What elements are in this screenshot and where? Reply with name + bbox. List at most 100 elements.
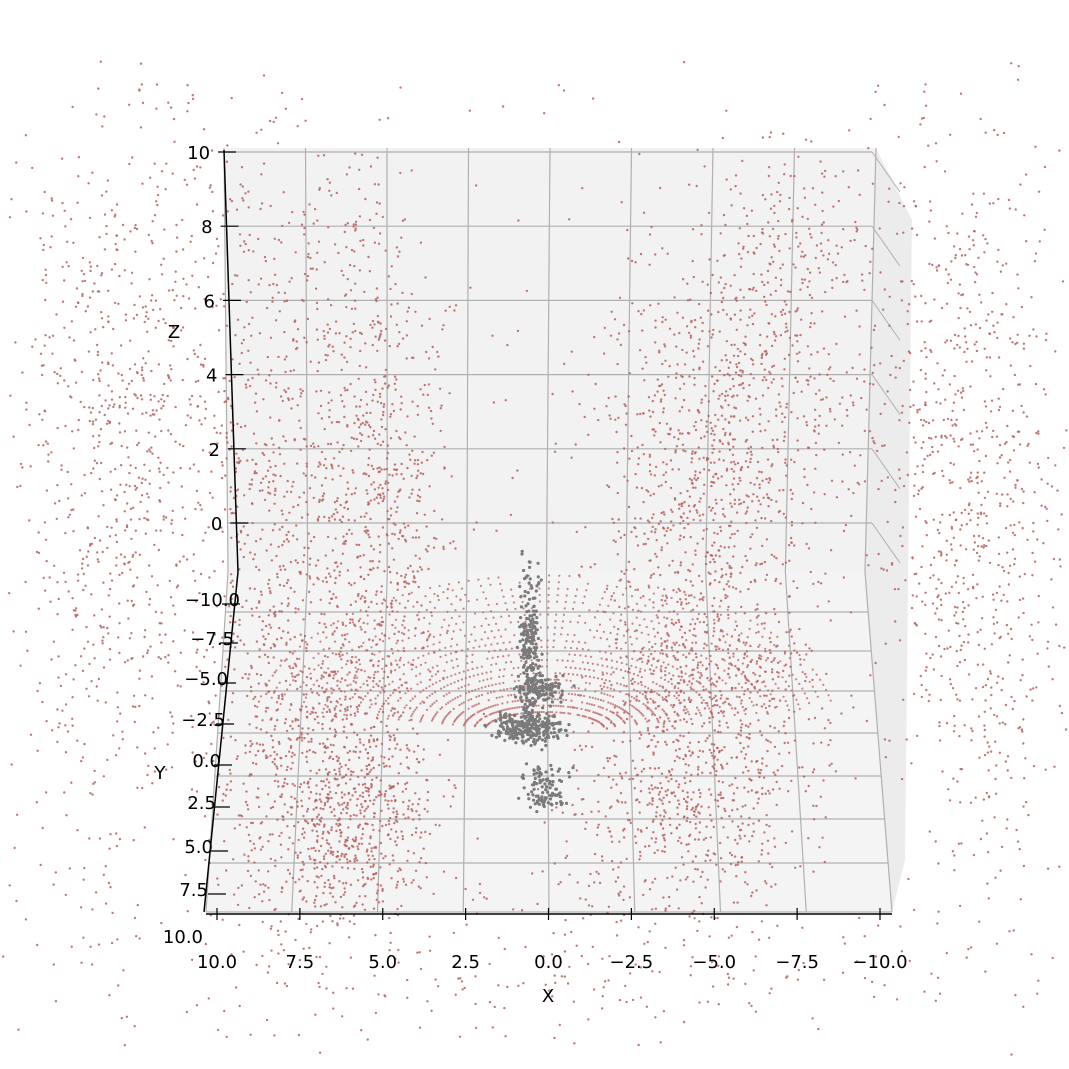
data-point (367, 790, 370, 793)
data-point (726, 394, 730, 397)
data-point (108, 658, 112, 661)
data-point (342, 443, 345, 447)
data-point (626, 479, 629, 482)
data-point (377, 664, 380, 667)
data-point (565, 840, 568, 843)
data-point (132, 839, 135, 842)
data-point (747, 790, 750, 793)
data-point (37, 607, 40, 610)
data-point (687, 731, 690, 734)
data-point (627, 505, 631, 509)
data-point (691, 563, 694, 566)
data-point (553, 862, 556, 865)
data-point (380, 585, 383, 588)
data-point (139, 126, 143, 129)
data-point (100, 272, 104, 275)
data-point (676, 571, 680, 574)
data-point (378, 433, 381, 436)
data-point (388, 344, 391, 348)
data-point (676, 658, 680, 661)
data-point (353, 421, 356, 425)
data-point (570, 456, 573, 459)
data-point (687, 764, 690, 767)
data-point (591, 905, 594, 908)
data-point (738, 383, 741, 387)
data-point (332, 512, 336, 516)
data-point (195, 165, 199, 168)
data-point (648, 463, 652, 466)
data-point (406, 466, 409, 470)
data-point (659, 573, 662, 577)
data-point (368, 770, 371, 774)
data-point (782, 669, 785, 673)
data-point (647, 744, 651, 748)
data-point (753, 578, 756, 582)
data-point (281, 525, 284, 529)
data-point (208, 839, 211, 842)
data-point (253, 861, 256, 864)
data-point (396, 255, 400, 258)
data-point (363, 530, 366, 533)
data-point (317, 412, 320, 415)
data-point (268, 492, 272, 495)
data-point (845, 408, 849, 412)
data-point (116, 938, 119, 941)
data-point (329, 755, 332, 758)
data-point (753, 312, 756, 315)
data-point (381, 710, 385, 714)
data-point (666, 526, 670, 530)
data-point (427, 357, 431, 360)
data-point (645, 698, 649, 701)
data-point (330, 687, 333, 690)
data-point (677, 675, 680, 678)
data-point (662, 510, 665, 514)
data-point (326, 535, 330, 539)
data-point (688, 594, 691, 597)
data-point (102, 775, 106, 778)
data-point (264, 637, 267, 641)
data-point (697, 803, 700, 806)
data-point (121, 730, 124, 733)
data-point (388, 747, 391, 751)
data-point (633, 526, 636, 529)
data-point (160, 273, 164, 276)
data-point (367, 474, 371, 478)
data-point (363, 776, 366, 779)
data-point (593, 779, 596, 783)
data-point (271, 746, 275, 749)
data-point (296, 800, 299, 803)
data-point (309, 677, 313, 680)
data-point (117, 636, 120, 639)
data-point (87, 182, 90, 185)
data-point (89, 792, 92, 795)
data-point (154, 299, 158, 302)
data-point (674, 794, 677, 798)
data-point (722, 796, 725, 800)
data-point (278, 583, 282, 587)
data-point (251, 458, 254, 461)
data-point (717, 281, 720, 284)
data-point (382, 762, 385, 765)
data-point (314, 711, 317, 714)
data-point (579, 897, 582, 900)
data-point (147, 431, 150, 434)
data-point (160, 641, 163, 644)
data-point (266, 655, 270, 659)
data-point (732, 488, 736, 491)
data-point (636, 588, 639, 591)
data-point (236, 422, 239, 426)
data-point (735, 674, 738, 677)
data-point (783, 416, 787, 419)
data-point (792, 580, 795, 583)
data-point (800, 390, 803, 393)
data-point (783, 300, 786, 303)
data-point (395, 843, 398, 847)
data-point (230, 199, 234, 203)
data-point (359, 809, 362, 812)
data-point (93, 769, 96, 773)
data-point (675, 372, 678, 375)
data-point (292, 369, 296, 372)
data-point (382, 857, 385, 860)
data-point (276, 718, 279, 722)
data-point (302, 299, 305, 303)
